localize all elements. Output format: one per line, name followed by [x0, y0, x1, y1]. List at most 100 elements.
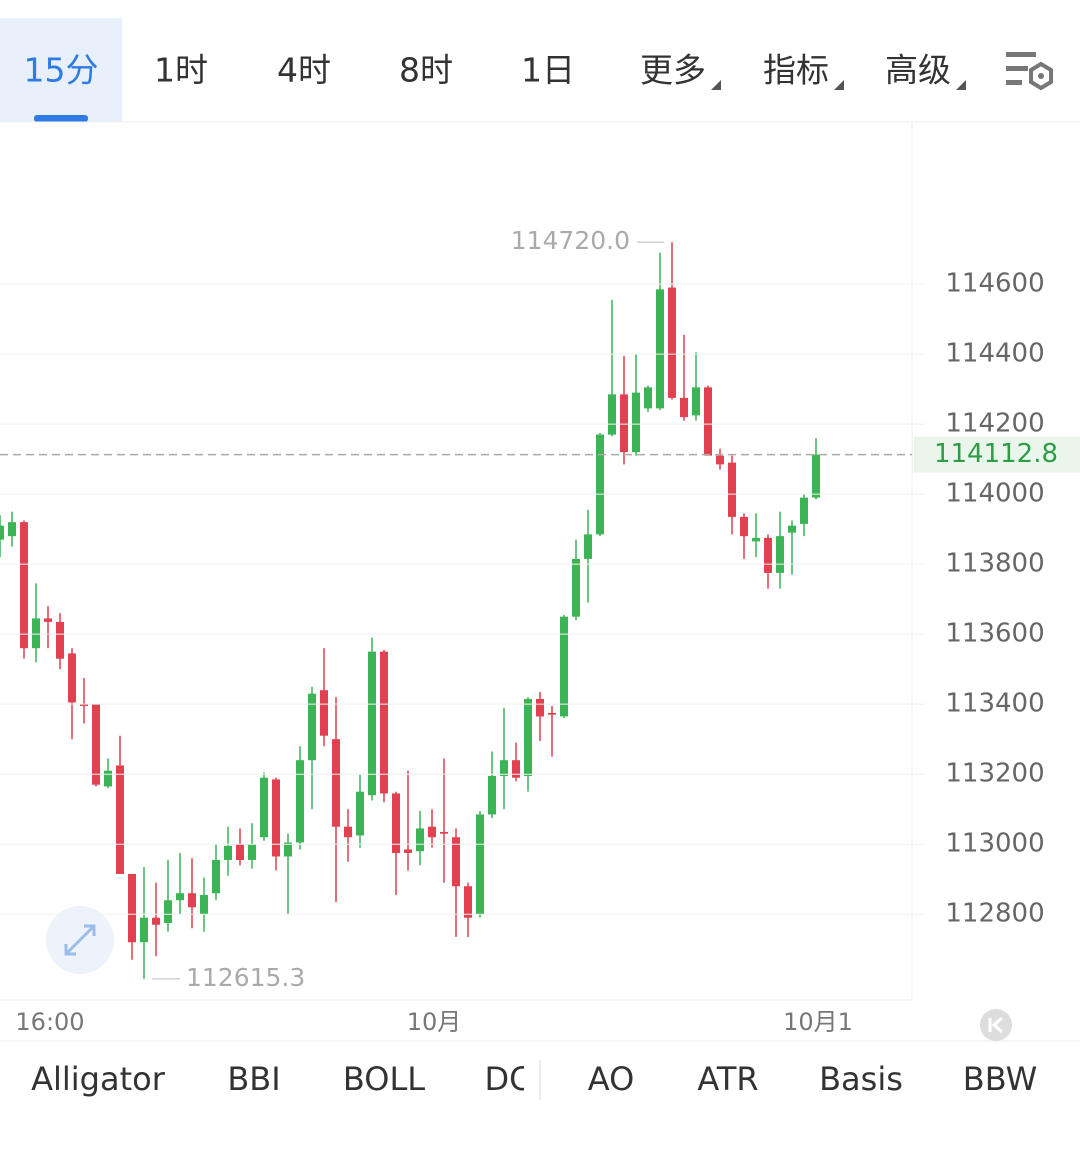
- candle-body: [284, 842, 292, 857]
- candle-body: [68, 653, 76, 703]
- candle-body: [704, 387, 712, 456]
- y-tick-label: 114600: [945, 269, 1044, 299]
- max-label: 114720.0: [511, 226, 630, 255]
- y-tick-label: 113800: [945, 549, 1044, 579]
- candle-body: [656, 289, 664, 409]
- candle-body: [788, 525, 796, 533]
- candle-body: [164, 900, 172, 923]
- candle-body: [740, 516, 748, 537]
- settings-icon[interactable]: [1006, 52, 1053, 91]
- candle-body: [512, 760, 520, 778]
- dropdown-caret: [711, 80, 721, 90]
- candle-body: [536, 698, 544, 717]
- indicator-tab[interactable]: ATR: [697, 1060, 758, 1098]
- candle-body: [644, 387, 652, 409]
- candle-body: [128, 873, 136, 943]
- candle-body: [584, 534, 592, 559]
- tab[interactable]: 1时: [154, 51, 208, 90]
- candle-body: [452, 837, 460, 887]
- candle-body: [308, 693, 316, 761]
- candle-body: [488, 775, 496, 815]
- candle-body: [56, 621, 64, 659]
- candle-body: [620, 394, 628, 453]
- candle-body: [212, 859, 220, 894]
- candle-body: [692, 387, 700, 416]
- tab[interactable]: 8时: [399, 51, 453, 90]
- candle-body: [140, 917, 148, 943]
- y-tick-label: 114200: [945, 409, 1044, 439]
- candle-body: [344, 826, 352, 838]
- candle-body: [464, 886, 472, 918]
- indicator-tab[interactable]: Alligator: [31, 1060, 166, 1098]
- candle-body: [92, 704, 100, 785]
- indicator-tab[interactable]: BOLL: [343, 1060, 425, 1098]
- candle-body: [200, 894, 208, 915]
- candle-body: [104, 770, 112, 787]
- candle-body: [812, 454, 820, 498]
- indicator-tab[interactable]: BBW: [963, 1060, 1037, 1098]
- candle-body: [572, 558, 580, 617]
- candle-body: [0, 525, 4, 540]
- candle-body: [764, 537, 772, 573]
- scroll-button[interactable]: [980, 1009, 1012, 1041]
- tab[interactable]: 高级: [885, 51, 951, 90]
- candle-body: [776, 536, 784, 573]
- y-tick-label: 113400: [945, 689, 1044, 719]
- y-tick-label: 113000: [945, 829, 1044, 859]
- candle-body: [728, 462, 736, 517]
- candle-body: [668, 287, 676, 398]
- candle-body: [524, 698, 532, 776]
- y-tick-label: 112800: [945, 899, 1044, 929]
- x-tick-label: 10月: [407, 1008, 462, 1036]
- dropdown-caret: [956, 80, 966, 90]
- indicator-tab[interactable]: BBI: [227, 1060, 280, 1098]
- candle-body: [596, 434, 604, 535]
- min-label: 112615.3: [186, 963, 305, 992]
- candle-body: [560, 616, 568, 717]
- candle-body: [236, 844, 244, 860]
- tab[interactable]: 更多: [640, 51, 706, 90]
- tab[interactable]: 15分: [24, 51, 99, 90]
- candle-body: [20, 522, 28, 649]
- indicator-tab[interactable]: DC: [485, 1060, 532, 1098]
- candle-body: [188, 893, 196, 908]
- candle-body: [368, 651, 376, 796]
- candle-body: [80, 704, 88, 706]
- candle-body: [332, 739, 340, 827]
- last-price-box: [914, 436, 1080, 473]
- tab[interactable]: 指标: [763, 51, 829, 90]
- indicator-tab[interactable]: Basis: [819, 1060, 903, 1098]
- candle-body: [716, 455, 724, 465]
- candle-body: [224, 845, 232, 860]
- candle-body: [116, 765, 124, 874]
- candle-body: [440, 831, 448, 834]
- tab[interactable]: 4时: [277, 51, 331, 90]
- x-tick-label: 16:00: [15, 1008, 84, 1036]
- expand-button[interactable]: [46, 906, 114, 974]
- candle-body: [8, 522, 16, 537]
- candle-body: [680, 397, 688, 418]
- candle-body: [176, 893, 184, 901]
- candle-body: [152, 917, 160, 925]
- candle-body: [416, 828, 424, 852]
- candle-body: [320, 690, 328, 736]
- candle-body: [392, 793, 400, 853]
- tab[interactable]: 1日: [521, 51, 575, 90]
- candle-body: [548, 712, 556, 715]
- candle-body: [800, 497, 808, 524]
- x-tick-label: 10月1: [783, 1008, 853, 1036]
- candle-body: [476, 814, 484, 915]
- candle-body: [356, 791, 364, 836]
- candle-body: [272, 779, 280, 857]
- candle-body: [248, 844, 256, 860]
- indicator-tab[interactable]: AO: [588, 1060, 635, 1098]
- candle-body: [296, 760, 304, 843]
- candle-body: [428, 826, 436, 838]
- candle-body: [380, 651, 388, 794]
- candle-body: [260, 777, 268, 838]
- candle-body: [32, 618, 40, 649]
- dropdown-caret: [834, 80, 844, 90]
- y-tick-label: 114000: [945, 479, 1044, 509]
